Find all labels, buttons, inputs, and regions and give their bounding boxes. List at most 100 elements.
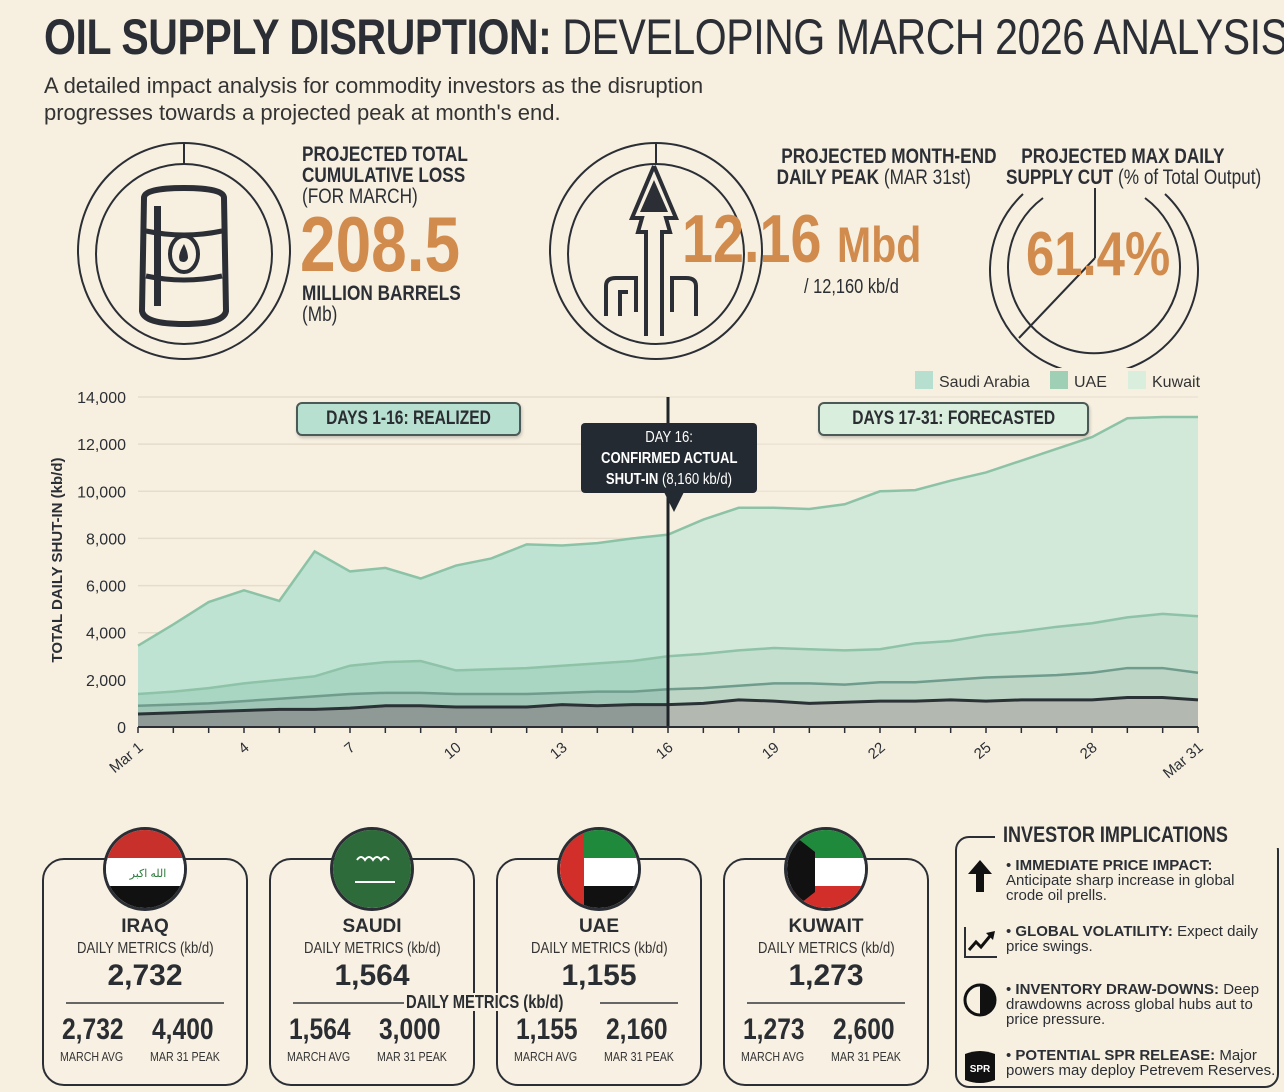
realized-text: DAYS 1-16: REALIZED (326, 408, 491, 429)
mar31-peak-value: 3,000 (379, 1013, 441, 1046)
mar31-peak-label: MAR 31 PEAK (150, 1049, 220, 1064)
country-value: 1,155 (561, 959, 637, 992)
x-tick-label: 10 (441, 739, 465, 763)
divider (293, 1002, 451, 1004)
x-tick-label: 4 (235, 739, 252, 757)
uae-flag-icon (557, 827, 641, 911)
peak-label-2-bold: DAILY PEAK (776, 166, 880, 189)
country-value: 1,564 (334, 959, 410, 992)
rising-arrow-pipeline-icon (549, 142, 763, 360)
march-avg-label: MARCH AVG (287, 1049, 351, 1064)
cut-label-2-bold: SUPPLY CUT (1006, 166, 1114, 189)
mar31-peak-value: 2,600 (833, 1013, 895, 1046)
country-name: KUWAIT (788, 916, 864, 937)
loss-unit-text: MILLION BARRELS (302, 282, 461, 305)
loss-value: 208.5 (300, 200, 495, 288)
loss-value-text: 208.5 (300, 200, 461, 288)
implication-item: • GLOBAL VOLATILITY: Expect daily price … (1006, 923, 1258, 956)
callout-pointer (664, 492, 684, 512)
peak-label-2-light: (MAR 31st) (883, 166, 971, 189)
country-subtitle: DAILY METRICS (kb/d) (303, 940, 441, 957)
legend-swatch (915, 371, 933, 389)
country-subtitle: DAILY METRICS (kb/d) (76, 940, 214, 957)
floating-daily-metrics-label: DAILY METRICS (kb/d) (404, 992, 601, 1012)
march-avg-label: MARCH AVG (514, 1049, 578, 1064)
callout-line-3-light: (8,160 kb/d) (662, 471, 733, 488)
trend-chart-icon (964, 927, 997, 959)
y-tick-label: 12,000 (77, 437, 126, 454)
country-name: SAUDI (342, 916, 402, 937)
callout-line-1: DAY 16: (645, 429, 693, 446)
implication-text: Anticipate sharp increase in global crod… (1006, 872, 1235, 904)
cut-value: 61.4% (1026, 222, 1202, 288)
peak-value: 12.16 Mbd (682, 205, 974, 278)
oil-barrel-icon (77, 142, 291, 360)
peak-value-unit: Mbd (837, 217, 922, 273)
implication-row: • INVENTORY DRAW-DOWNS: Deep drawdowns a… (962, 982, 1276, 1027)
implication-text: Expect daily price swings. (1006, 923, 1258, 956)
day16-callout: DAY 16: CONFIRMED ACTUAL SHUT-IN (8,160 … (581, 423, 757, 493)
implication-item: • POTENTIAL SPR RELEASE: Major powers ma… (1006, 1046, 1276, 1079)
peak-label: PROJECTED MONTH-END DAILY PEAK (MAR 31st… (734, 146, 997, 189)
floating-label-text: DAILY METRICS (kb/d) (406, 992, 564, 1012)
mar31-peak-label: MAR 31 PEAK (604, 1049, 674, 1064)
cut-value-text: 61.4% (1026, 220, 1171, 289)
loss-label-1: PROJECTED TOTAL (302, 143, 468, 166)
implication-heading: INVENTORY DRAW-DOWNS: (1015, 980, 1220, 998)
x-tick-label: Mar 31 (1160, 739, 1207, 782)
x-tick-label: 22 (865, 739, 889, 763)
country-subtitle: DAILY METRICS (kb/d) (757, 940, 895, 957)
implication-row: • IMMEDIATE PRICE IMPACT: Anticipate sha… (962, 858, 1276, 903)
implication-item: • INVENTORY DRAW-DOWNS: Deep drawdowns a… (1006, 980, 1260, 1028)
saudi-flag-icon (330, 827, 414, 911)
march-avg-value: 1,155 (516, 1013, 578, 1046)
x-tick-label: 13 (547, 739, 571, 763)
peak-sub-text: / 12,160 kb/d (804, 276, 899, 298)
divider (66, 1002, 224, 1004)
y-tick-label: 8,000 (86, 531, 126, 548)
country-value: 1,273 (788, 959, 864, 992)
loss-unit-2: (Mb) (302, 303, 338, 326)
implications-title: INVESTOR IMPLICATIONS (995, 822, 1284, 848)
loss-label-2: CUMULATIVE LOSS (302, 164, 466, 187)
legend-label: Kuwait (1152, 374, 1201, 391)
half-circle-icon (963, 983, 997, 1017)
x-tick-label: Mar 1 (106, 739, 146, 777)
callout-line-3-bold: SHUT-IN (605, 471, 659, 488)
loss-unit: MILLION BARRELS (Mb) (302, 283, 496, 325)
peak-label-1: PROJECTED MONTH-END (781, 145, 997, 168)
mar31-peak-value: 2,160 (606, 1013, 668, 1046)
implication-row: • GLOBAL VOLATILITY: Expect daily price … (962, 924, 1276, 960)
country-value: 2,732 (107, 959, 183, 992)
implications-list: • IMMEDIATE PRICE IMPACT: Anticipate sha… (962, 858, 1276, 1084)
y-tick-label: 4,000 (86, 626, 126, 643)
legend-label: Saudi Arabia (939, 374, 1030, 391)
shut-in-area-chart: 02,0004,0006,0008,00010,00012,00014,000 … (49, 371, 1207, 782)
forecast-label: DAYS 17-31: FORECASTED (818, 402, 1090, 436)
peak-value-number: 12.16 (682, 201, 822, 277)
subtitle: A detailed impact analysis for commodity… (44, 73, 704, 125)
country-name: IRAQ (121, 916, 169, 937)
title-light: DEVELOPING MARCH 2026 ANALYSIS (562, 9, 1284, 65)
flag-inscription: الله اكبر (129, 868, 167, 880)
x-tick-label: 28 (1077, 739, 1101, 763)
implication-text: Major powers may deploy Petrevem Reserve… (1006, 1046, 1276, 1079)
x-tick-label: 19 (759, 739, 783, 763)
march-avg-label: MARCH AVG (60, 1049, 124, 1064)
cut-gauge-icon (989, 188, 1199, 368)
x-tick-label: 16 (653, 739, 677, 763)
implication-heading: GLOBAL VOLATILITY: (1015, 923, 1173, 941)
x-axis-ticks: Mar 1 4 7 10 13 16 19 22 25 28 Mar 31 (106, 726, 1207, 782)
iraq-flag-icon: الله اكبر (103, 827, 187, 911)
implication-item: • IMMEDIATE PRICE IMPACT: Anticipate sha… (1006, 857, 1235, 904)
cut-label-1: PROJECTED MAX DAILY (1021, 145, 1225, 168)
chart-legend: Saudi Arabia UAE Kuwait (915, 371, 1201, 391)
legend-label: UAE (1074, 374, 1107, 391)
cut-label-2-light: (% of Total Output) (1117, 166, 1262, 189)
march-avg-value: 1,273 (743, 1013, 805, 1046)
implication-heading: POTENTIAL SPR RELEASE: (1015, 1046, 1216, 1064)
forecast-text: DAYS 17-31: FORECASTED (852, 408, 1056, 429)
country-card-iraq: IRAQ DAILY METRICS (kb/d) 2,732 2,732 4,… (42, 858, 248, 1086)
country-card-kuwait: KUWAIT DAILY METRICS (kb/d) 1,273 1,273 … (723, 858, 929, 1086)
spr-barrel-icon: SPR (965, 1050, 995, 1083)
